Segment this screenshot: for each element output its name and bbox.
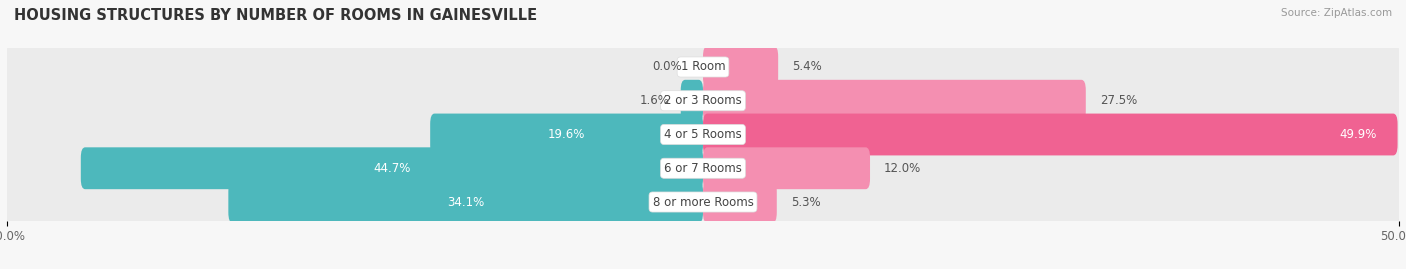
- Text: 5.3%: 5.3%: [790, 196, 820, 208]
- FancyBboxPatch shape: [703, 80, 1085, 122]
- FancyBboxPatch shape: [7, 171, 1399, 233]
- Text: 19.6%: 19.6%: [548, 128, 585, 141]
- FancyBboxPatch shape: [7, 36, 1399, 98]
- Text: 2 or 3 Rooms: 2 or 3 Rooms: [664, 94, 742, 107]
- Text: Source: ZipAtlas.com: Source: ZipAtlas.com: [1281, 8, 1392, 18]
- Text: 1 Room: 1 Room: [681, 61, 725, 73]
- FancyBboxPatch shape: [703, 114, 1398, 155]
- FancyBboxPatch shape: [7, 137, 1399, 200]
- Text: 6 or 7 Rooms: 6 or 7 Rooms: [664, 162, 742, 175]
- FancyBboxPatch shape: [703, 181, 776, 223]
- FancyBboxPatch shape: [80, 147, 703, 189]
- Text: 12.0%: 12.0%: [884, 162, 921, 175]
- FancyBboxPatch shape: [681, 80, 703, 122]
- Text: 49.9%: 49.9%: [1340, 128, 1376, 141]
- FancyBboxPatch shape: [703, 147, 870, 189]
- Text: 0.0%: 0.0%: [652, 61, 682, 73]
- Text: HOUSING STRUCTURES BY NUMBER OF ROOMS IN GAINESVILLE: HOUSING STRUCTURES BY NUMBER OF ROOMS IN…: [14, 8, 537, 23]
- FancyBboxPatch shape: [430, 114, 703, 155]
- FancyBboxPatch shape: [7, 103, 1399, 166]
- Text: 4 or 5 Rooms: 4 or 5 Rooms: [664, 128, 742, 141]
- Text: 5.4%: 5.4%: [792, 61, 823, 73]
- Text: 8 or more Rooms: 8 or more Rooms: [652, 196, 754, 208]
- Text: 1.6%: 1.6%: [640, 94, 669, 107]
- FancyBboxPatch shape: [7, 69, 1399, 132]
- FancyBboxPatch shape: [703, 46, 778, 88]
- Text: 34.1%: 34.1%: [447, 196, 484, 208]
- FancyBboxPatch shape: [228, 181, 703, 223]
- Text: 44.7%: 44.7%: [373, 162, 411, 175]
- Text: 27.5%: 27.5%: [1099, 94, 1137, 107]
